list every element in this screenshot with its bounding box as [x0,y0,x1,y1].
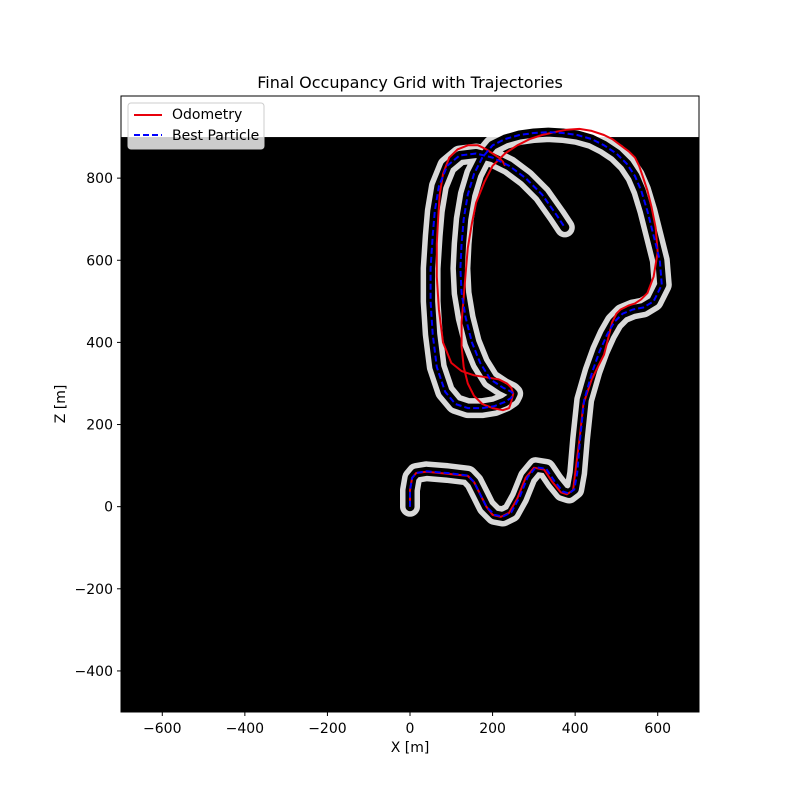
y-axis-label: Z [m] [53,385,69,424]
legend: Odometry Best Particle [127,102,265,150]
trajectory-series [409,127,663,518]
legend-best-particle-label: Best Particle [172,128,259,144]
y-tick-label: 600 [86,253,113,269]
chart-title: Final Occupancy Grid with Trajectories [257,73,563,92]
y-tick-label: 400 [86,335,113,351]
series-line-odometry [409,127,659,518]
x-tick-label: −400 [226,721,264,737]
x-tick-label: 600 [644,721,671,737]
plot-area [120,95,700,713]
y-tick-label: −400 [75,664,113,680]
y-axis-ticks: −400 −200 0 200 400 600 800 [75,171,121,680]
y-tick-label: 200 [86,418,113,434]
x-tick-label: 0 [406,721,415,737]
x-tick-label: −200 [308,721,346,737]
legend-odometry-label: Odometry [172,107,242,123]
x-tick-label: 200 [479,721,506,737]
y-tick-label: −200 [75,582,113,598]
y-tick-label: 0 [104,500,113,516]
x-axis-ticks: −600 −400 −200 0 200 400 600 [143,712,671,737]
x-axis-label: X [m] [391,740,430,756]
x-tick-label: −600 [143,721,181,737]
occupancy-grid-image [121,137,699,713]
y-tick-label: 800 [86,171,113,187]
series-line-best-particle [409,131,663,518]
x-tick-label: 400 [562,721,589,737]
